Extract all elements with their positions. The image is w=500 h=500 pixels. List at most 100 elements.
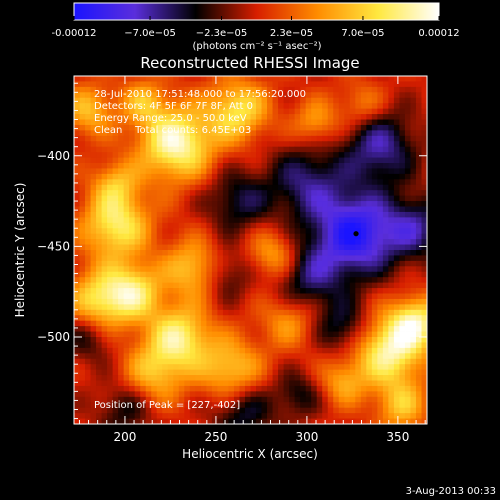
heatmap-cell bbox=[195, 353, 202, 360]
heatmap-cell bbox=[239, 217, 246, 224]
heatmap-cell bbox=[211, 201, 218, 207]
heatmap-cell bbox=[200, 124, 207, 131]
heatmap-cell bbox=[311, 385, 318, 392]
heatmap-cell bbox=[162, 201, 169, 207]
heatmap-cell bbox=[410, 375, 417, 381]
heatmap-cell bbox=[101, 146, 108, 153]
heatmap-cell bbox=[371, 298, 378, 305]
heatmap-cell bbox=[377, 266, 384, 273]
heatmap-cell bbox=[118, 255, 125, 262]
heatmap-cell bbox=[289, 407, 296, 414]
heatmap-cell bbox=[349, 92, 356, 99]
heatmap-cell bbox=[173, 114, 180, 120]
heatmap-cell bbox=[134, 108, 141, 115]
heatmap-cell bbox=[118, 402, 125, 409]
heatmap-cell bbox=[101, 92, 108, 99]
heatmap-cell bbox=[140, 228, 147, 235]
heatmap-cell bbox=[233, 337, 240, 343]
heatmap-cell bbox=[404, 304, 411, 311]
heatmap-cell bbox=[107, 103, 114, 110]
heatmap-cell bbox=[107, 163, 114, 169]
heatmap-cell bbox=[393, 402, 400, 409]
heatmap-cell bbox=[311, 315, 318, 322]
heatmap-cell bbox=[178, 146, 185, 153]
heatmap-cell bbox=[311, 260, 318, 267]
heatmap-cell bbox=[195, 293, 202, 300]
heatmap-cell bbox=[289, 233, 296, 240]
heatmap-cell bbox=[123, 353, 130, 360]
heatmap-cell bbox=[206, 369, 213, 376]
heatmap-cell bbox=[404, 163, 411, 169]
heatmap-cell bbox=[74, 76, 80, 82]
heatmap-cell bbox=[178, 255, 185, 262]
heatmap-cell bbox=[360, 331, 367, 338]
heatmap-cell bbox=[283, 380, 290, 387]
heatmap-cell bbox=[184, 92, 191, 99]
heatmap-cell bbox=[85, 179, 91, 186]
heatmap-cell bbox=[101, 375, 108, 381]
heatmap-cell bbox=[178, 402, 185, 409]
heatmap-cell bbox=[415, 320, 422, 327]
heatmap-cell bbox=[178, 86, 185, 93]
heatmap-cell bbox=[200, 108, 207, 115]
heatmap-cell bbox=[200, 206, 207, 213]
heatmap-cell bbox=[338, 331, 345, 338]
heatmap-cell bbox=[129, 255, 136, 262]
heatmap-cell bbox=[112, 228, 119, 235]
heatmap-cell bbox=[118, 244, 125, 251]
heatmap-cell bbox=[107, 396, 114, 403]
heatmap-cell bbox=[311, 81, 318, 88]
heatmap-cell bbox=[344, 266, 351, 273]
heatmap-cell bbox=[316, 369, 323, 376]
heatmap-cell bbox=[322, 114, 329, 120]
heatmap-cell bbox=[322, 244, 329, 251]
heatmap-cell bbox=[134, 190, 141, 197]
heatmap-cell bbox=[107, 337, 114, 343]
heatmap-cell bbox=[289, 293, 296, 300]
heatmap-cell bbox=[101, 407, 108, 414]
heatmap-cell bbox=[145, 233, 152, 240]
heatmap-cell bbox=[250, 190, 257, 197]
heatmap-cell bbox=[250, 277, 257, 284]
heatmap-cell bbox=[156, 385, 163, 392]
heatmap-cell bbox=[173, 380, 180, 387]
heatmap-cell bbox=[371, 244, 378, 251]
heatmap-cell bbox=[355, 86, 362, 93]
heatmap-cell bbox=[349, 135, 356, 142]
heatmap-cell bbox=[85, 358, 91, 365]
heatmap-cell bbox=[96, 179, 102, 186]
heatmap-cell bbox=[189, 358, 196, 365]
heatmap-cell bbox=[421, 92, 427, 99]
heatmap-cell bbox=[300, 179, 307, 186]
heatmap-cell bbox=[355, 369, 362, 376]
heatmap-cell bbox=[415, 239, 422, 245]
heatmap-cell bbox=[189, 233, 196, 240]
axis-ticks: 200 250 300 350−400−450−500 bbox=[37, 76, 427, 444]
heatmap-cell bbox=[74, 391, 80, 398]
heatmap-cell bbox=[294, 217, 301, 224]
heatmap-cell bbox=[366, 130, 373, 137]
heatmap-cell bbox=[333, 293, 340, 300]
heatmap-cell bbox=[74, 250, 80, 256]
heatmap-cell bbox=[134, 375, 141, 381]
heatmap-cell bbox=[272, 353, 279, 360]
heatmap-cell bbox=[239, 315, 246, 322]
heatmap-cell bbox=[145, 293, 152, 300]
heatmap-cell bbox=[316, 103, 323, 110]
heatmap-cell bbox=[377, 250, 384, 256]
heatmap-cell bbox=[360, 135, 367, 142]
heatmap-cell bbox=[101, 114, 108, 120]
heatmap-cell bbox=[311, 407, 318, 414]
heatmap-cell bbox=[200, 141, 207, 148]
heatmap-cell bbox=[355, 119, 362, 126]
heatmap-cell bbox=[305, 108, 312, 115]
heatmap-cell bbox=[377, 195, 384, 202]
heatmap-cell bbox=[151, 163, 158, 169]
heatmap-cell bbox=[322, 293, 329, 300]
heatmap-cell bbox=[256, 201, 262, 207]
heatmap-cell bbox=[250, 309, 257, 316]
heatmap-cell bbox=[360, 179, 367, 186]
heatmap-cell bbox=[145, 146, 152, 153]
heatmap-cell bbox=[322, 141, 329, 148]
heatmap-cell bbox=[151, 298, 158, 305]
